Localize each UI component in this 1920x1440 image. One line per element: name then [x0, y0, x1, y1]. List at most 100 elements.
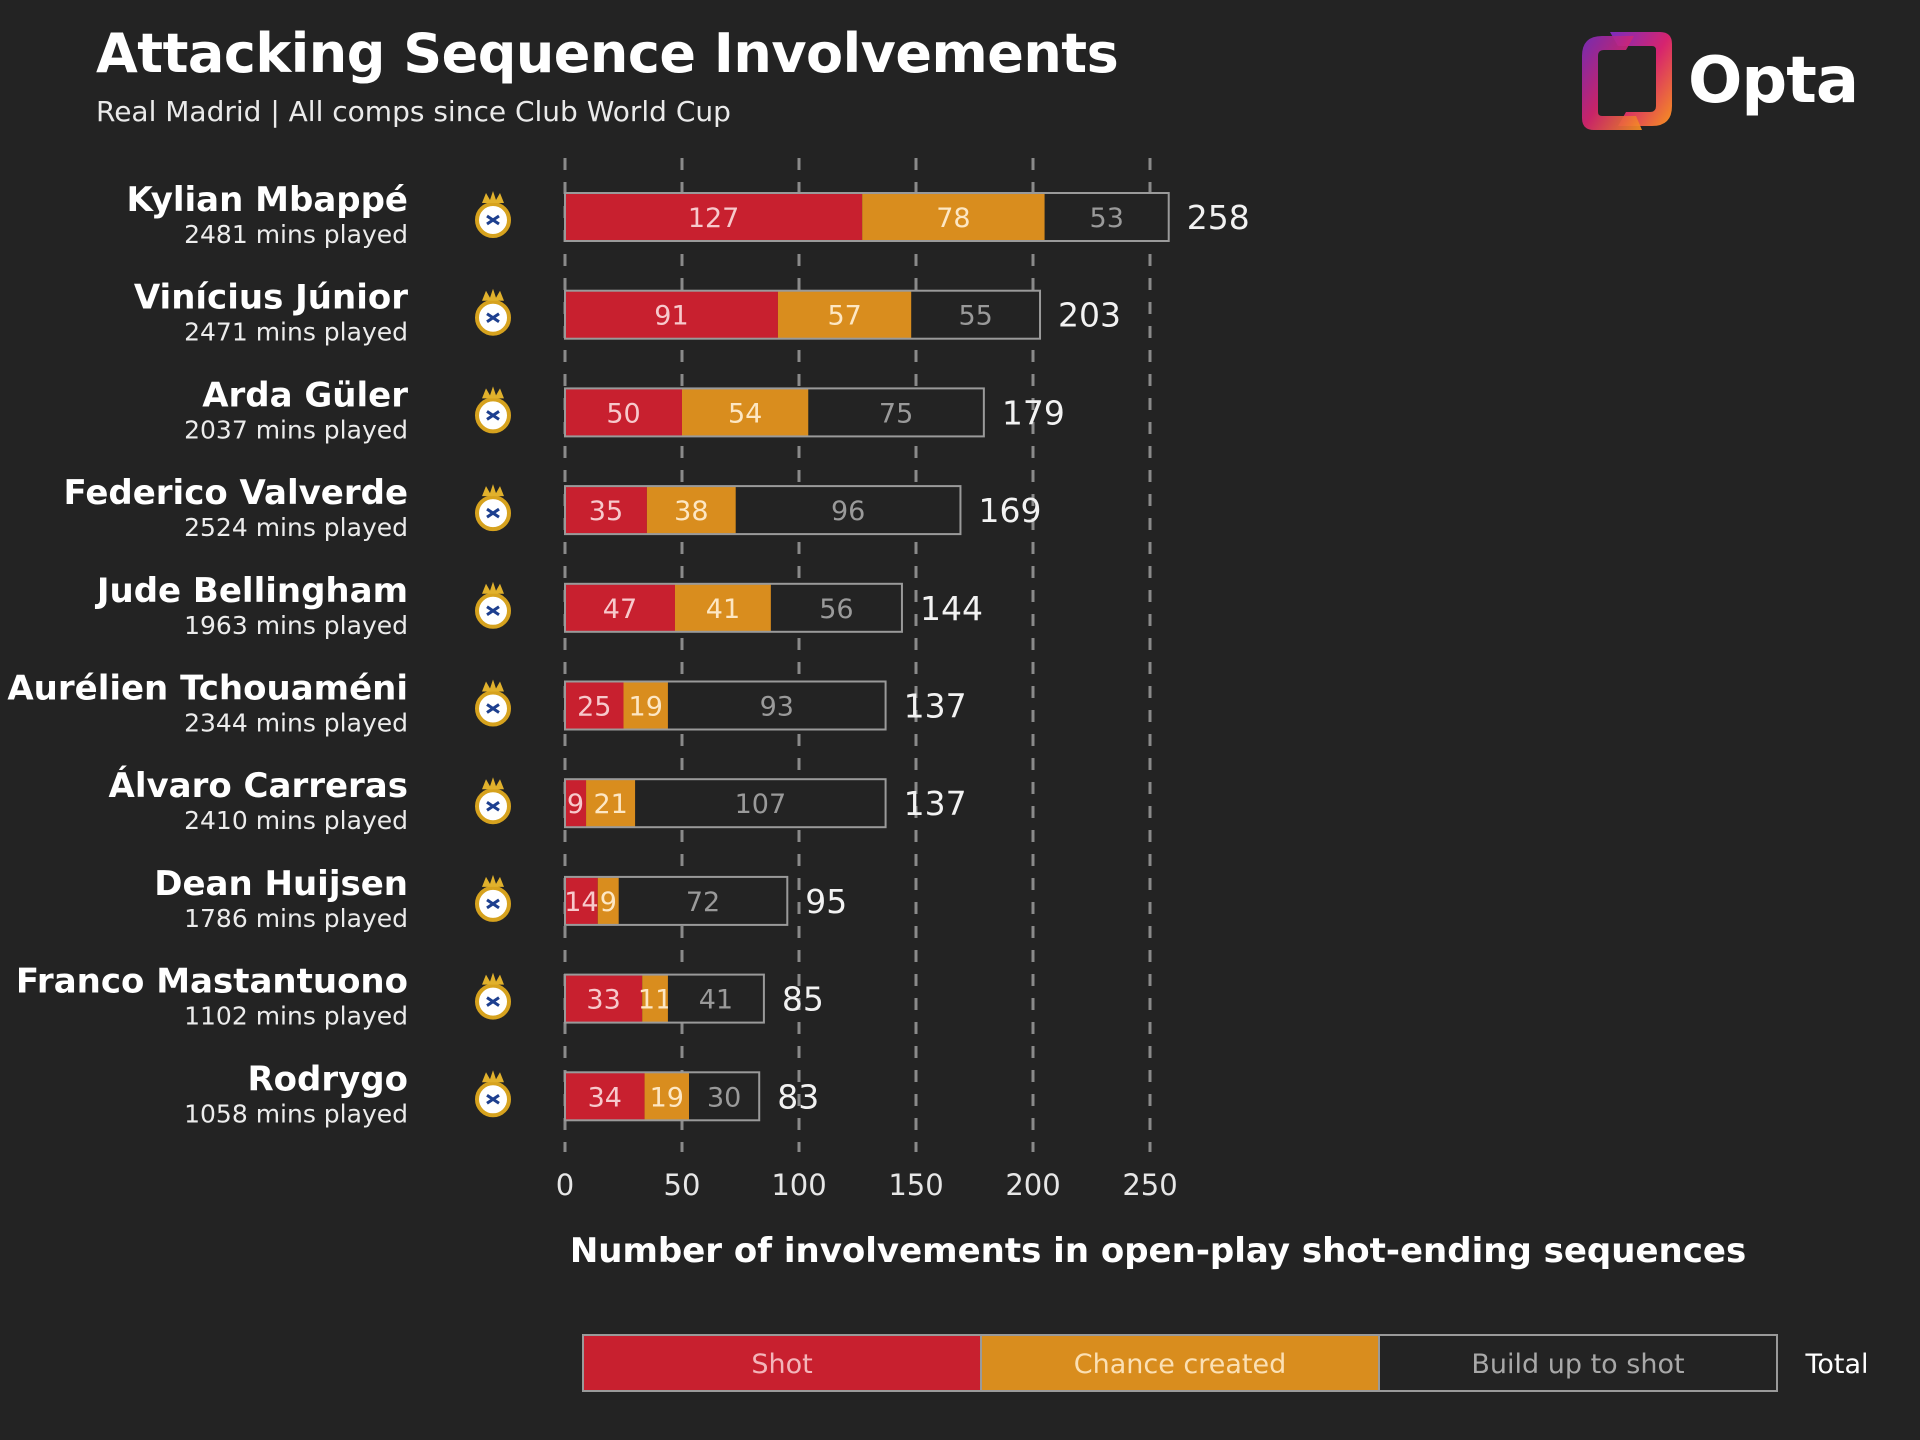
- bar-segment-shot: [565, 388, 682, 437]
- bar-segment-build-up-to-shot: [735, 486, 961, 535]
- bar-segment-chance-created: [597, 876, 619, 925]
- legend-swatch: [1378, 1334, 1778, 1392]
- player-mins: 2410 mins played: [184, 806, 408, 835]
- player-mins: 2481 mins played: [184, 220, 408, 249]
- club-crest-icon: [475, 386, 511, 434]
- bar-value-label: 33: [586, 985, 620, 1016]
- bar-segment-build-up-to-shot: [667, 681, 886, 730]
- bar-outline: [564, 680, 887, 731]
- player-name: Kylian Mbappé: [127, 180, 408, 220]
- club-crest-icon: [475, 484, 511, 532]
- bar-segment-shot: [565, 876, 598, 925]
- bar-total-label: 137: [904, 784, 967, 823]
- bar-value-label: 47: [603, 594, 637, 625]
- bar-value-label: 9: [567, 789, 584, 820]
- bar-segment-chance-created: [644, 1072, 690, 1121]
- club-crest-icon: [475, 972, 511, 1020]
- bar-segment-build-up-to-shot: [667, 974, 764, 1023]
- x-tick-label: 150: [888, 1168, 943, 1202]
- bar-total-label: 83: [777, 1077, 819, 1116]
- bar-segment-build-up-to-shot: [1044, 193, 1169, 241]
- player-name: Dean Huijsen: [154, 864, 408, 904]
- bar-outline: [564, 875, 789, 926]
- player-mins: 1963 mins played: [184, 611, 408, 640]
- bar-total-label: 203: [1058, 296, 1121, 335]
- bars: 127 78 53 258 91 57 55 203 50 54 75 179 35 38 96 169 47 4…: [564, 192, 1250, 1122]
- bar-value-label: 78: [936, 203, 970, 234]
- bar-outline: [564, 387, 985, 438]
- bar-segment-shot: [565, 1072, 645, 1121]
- player-mins: 2037 mins played: [184, 415, 408, 444]
- bar-outline: [564, 192, 1170, 242]
- bar-value-label: 9: [600, 887, 617, 918]
- bar-value-label: 57: [827, 301, 861, 332]
- player-name: Federico Valverde: [63, 473, 408, 513]
- legend-swatch: [980, 1334, 1380, 1392]
- club-crest-icon: [475, 679, 511, 727]
- bar-value-label: 93: [760, 692, 794, 723]
- legend-label: Chance created: [1074, 1349, 1287, 1380]
- bar-segment-chance-created: [623, 681, 668, 730]
- bar-segment-build-up-to-shot: [911, 290, 1041, 339]
- player-mins: 1102 mins played: [184, 1002, 408, 1031]
- bar-segment-shot: [565, 779, 587, 828]
- brand-name: Opta: [1688, 44, 1859, 118]
- player-mins: 2471 mins played: [184, 318, 408, 347]
- x-tick-label: 250: [1122, 1168, 1177, 1202]
- legend-label: Build up to shot: [1471, 1349, 1684, 1380]
- legend-label: Shot: [751, 1349, 812, 1380]
- bar-segment-build-up-to-shot: [635, 779, 886, 828]
- player-name: Jude Bellingham: [95, 571, 408, 611]
- bar-value-label: 50: [606, 398, 640, 429]
- bar-value-label: 72: [686, 887, 720, 918]
- bar-value-label: 38: [674, 496, 708, 527]
- player-name: Aurélien Tchouaméni: [7, 669, 408, 709]
- bar-segment-shot: [565, 583, 675, 632]
- bar-total-label: 179: [1002, 393, 1065, 432]
- club-crest-icon: [475, 288, 511, 336]
- bar-segment-shot: [565, 290, 778, 339]
- bar-segment-chance-created: [642, 974, 668, 1023]
- x-tick-label: 100: [771, 1168, 826, 1202]
- club-crest-icon: [475, 191, 511, 238]
- bar-segment-shot: [565, 193, 863, 241]
- x-tick-label: 0: [556, 1168, 574, 1202]
- x-axis: 0 50 100 150 200 250: [556, 1168, 1178, 1202]
- bar-value-label: 75: [879, 398, 913, 429]
- bar-segment-chance-created: [862, 193, 1045, 241]
- bar-value-label: 35: [589, 496, 623, 527]
- bar-value-label: 11: [638, 985, 672, 1016]
- bar-segment-build-up-to-shot: [618, 876, 788, 925]
- bar-value-label: 91: [654, 301, 688, 332]
- bar-value-label: 30: [707, 1082, 741, 1113]
- legend-total-label: Total: [1804, 1349, 1868, 1380]
- bar-segment-build-up-to-shot: [689, 1072, 760, 1121]
- bar-outline: [564, 582, 903, 633]
- player-mins: 2524 mins played: [184, 513, 408, 542]
- legend: Shot Chance created Build up to shot Total: [582, 1334, 1869, 1392]
- bar-value-label: 41: [699, 985, 733, 1016]
- player-mins: 1058 mins played: [184, 1099, 408, 1128]
- bar-total-label: 258: [1187, 198, 1250, 237]
- bar-value-label: 21: [593, 789, 627, 820]
- club-crest-icon: [475, 777, 511, 825]
- bar-segment-shot: [565, 974, 643, 1023]
- bar-total-label: 144: [920, 589, 983, 628]
- bar-value-label: 96: [831, 496, 865, 527]
- bar-total-label: 137: [904, 687, 967, 726]
- bar-outline: [564, 289, 1042, 340]
- club-crest-icon: [475, 581, 511, 629]
- x-tick-label: 50: [664, 1168, 701, 1202]
- bar-segment-chance-created: [777, 290, 912, 339]
- bar-value-label: 56: [819, 594, 853, 625]
- bar-outline: [564, 778, 887, 829]
- bar-segment-chance-created: [682, 388, 809, 437]
- bar-value-label: 41: [706, 594, 740, 625]
- bar-value-label: 54: [728, 398, 762, 429]
- bar-value-label: 53: [1090, 203, 1124, 234]
- opta-mark-icon: [1582, 32, 1672, 130]
- bar-value-label: 19: [650, 1082, 684, 1113]
- legend-swatch: [582, 1334, 982, 1392]
